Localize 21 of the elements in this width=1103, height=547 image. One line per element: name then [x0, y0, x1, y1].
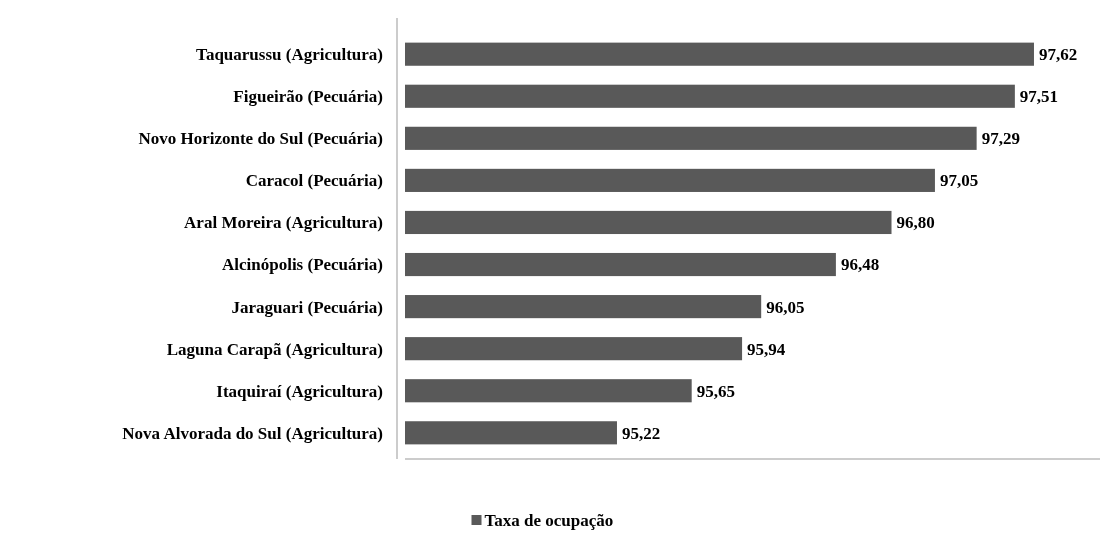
data-label: 96,05 [766, 297, 805, 317]
data-label: 95,22 [621, 423, 661, 443]
y-tick-label: Novo Horizonte do Sul (Pecuária) [138, 129, 383, 149]
data-label: 97,51 [1019, 87, 1059, 107]
y-tick-label: Laguna Carapã (Agricultura) [166, 339, 383, 359]
data-label: 96,80 [896, 213, 935, 233]
data-label: 97,05 [939, 171, 979, 191]
y-tick-label: Jaraguari (Pecuária) [231, 297, 383, 317]
data-label: 97,62 [1038, 45, 1078, 65]
y-tick-label: Aral Moreira (Agricultura) [184, 213, 383, 233]
y-tick-label: Alcinópolis (Pecuária) [221, 255, 383, 275]
y-tick-label: Figueirão (Pecuária) [233, 87, 383, 107]
data-label: 95,65 [696, 381, 735, 401]
data-label: 97,29 [981, 129, 1020, 149]
legend-label: Taxa de ocupação [484, 510, 614, 530]
data-label: 95,94 [747, 339, 786, 359]
y-tick-label: Itaquiraí (Agricultura) [216, 381, 383, 401]
data-label: 96,48 [840, 255, 880, 275]
y-tick-label: Nova Alvorada do Sul (Agricultura) [122, 423, 383, 443]
y-tick-label: Caracol (Pecuária) [245, 171, 383, 191]
y-tick-label: Taquarussu (Agricultura) [196, 45, 383, 65]
